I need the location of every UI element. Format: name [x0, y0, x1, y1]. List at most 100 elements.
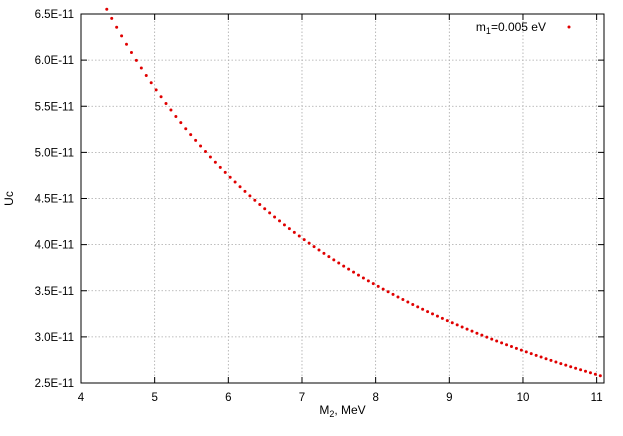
axis-ticks	[80, 13, 604, 384]
data-point	[371, 282, 375, 286]
y-tick-label: 4.5E-11	[35, 194, 74, 206]
data-point	[208, 155, 212, 159]
legend-label-rest: =0.005 eV	[491, 20, 546, 34]
x-tick-label: 6	[225, 392, 231, 404]
data-point	[426, 310, 430, 314]
data-point	[125, 42, 129, 46]
data-point	[268, 211, 272, 215]
x-tick-label: 9	[446, 392, 452, 404]
data-point	[574, 366, 578, 370]
data-point	[233, 180, 237, 184]
data-point	[238, 185, 242, 189]
data-point	[421, 307, 425, 311]
y-tick-label: 4.0E-11	[35, 240, 74, 252]
data-point	[460, 325, 464, 329]
data-point	[549, 358, 553, 362]
x-tick-labels: 4 5 6 7 8 9 10 11	[78, 392, 603, 404]
data-point	[129, 50, 133, 54]
y-tick-label: 3.0E-11	[35, 332, 74, 344]
data-point	[584, 369, 588, 373]
data-point	[475, 331, 479, 335]
data-point	[435, 314, 439, 318]
data-point	[332, 258, 336, 262]
data-point	[337, 261, 341, 265]
data-point	[356, 273, 360, 277]
data-point	[401, 298, 405, 302]
data-point	[199, 144, 203, 148]
data-point	[554, 360, 558, 364]
data-point	[105, 7, 109, 11]
y-tick-label: 6.5E-11	[35, 9, 74, 21]
data-point	[480, 333, 484, 337]
data-point	[120, 34, 124, 38]
data-point	[144, 74, 148, 78]
data-point	[347, 267, 351, 271]
data-point	[495, 339, 499, 343]
data-point	[509, 345, 513, 349]
data-point	[588, 371, 592, 375]
series-points	[105, 7, 602, 378]
data-point	[598, 374, 602, 378]
data-point	[450, 321, 454, 325]
data-point	[544, 357, 548, 361]
data-point	[559, 362, 563, 366]
y-axis-label: Uc	[2, 191, 16, 206]
data-point	[287, 227, 291, 231]
data-point	[253, 198, 257, 202]
data-point	[154, 88, 158, 92]
data-point	[134, 58, 138, 62]
data-point	[445, 319, 449, 323]
legend: m1=0.005 eV	[476, 20, 571, 36]
legend-label-sub: 1	[486, 26, 491, 36]
data-point	[139, 66, 143, 70]
data-point	[361, 276, 365, 280]
data-point	[465, 327, 469, 331]
y-tick-label: 5.5E-11	[35, 101, 74, 113]
data-point	[431, 312, 435, 316]
x-tick-label: 7	[299, 392, 305, 404]
data-point	[524, 350, 528, 354]
data-point	[164, 102, 168, 106]
data-point	[470, 329, 474, 333]
data-point	[386, 290, 390, 294]
data-point	[282, 223, 286, 227]
data-point	[228, 175, 232, 179]
legend-label-main: m	[476, 20, 486, 34]
y-tick-label: 2.5E-11	[35, 378, 74, 390]
x-axis-label: M2, MeV	[319, 403, 365, 419]
data-point	[322, 251, 326, 255]
data-point	[579, 368, 583, 372]
y-tick-labels: 2.5E-11 3.0E-11 3.5E-11 4.0E-11 4.5E-11 5.0E-…	[35, 9, 74, 390]
data-point	[505, 343, 509, 347]
y-tick-label: 6.0E-11	[35, 55, 74, 67]
data-point	[539, 355, 543, 359]
data-point	[110, 16, 114, 20]
data-point	[519, 348, 523, 352]
x-axis-label-sub: 2	[329, 409, 334, 419]
data-point	[115, 25, 119, 29]
data-point	[317, 248, 321, 252]
data-point	[174, 114, 178, 118]
x-tick-label: 11	[591, 392, 603, 404]
data-point	[223, 170, 227, 174]
legend-marker	[567, 25, 571, 29]
data-point	[258, 203, 262, 207]
data-point	[593, 372, 597, 376]
data-point	[184, 127, 188, 131]
data-point	[159, 95, 163, 99]
x-tick-label: 8	[372, 392, 378, 404]
data-point	[529, 352, 533, 356]
data-point	[490, 337, 494, 341]
data-point	[352, 270, 356, 274]
data-point	[312, 245, 316, 249]
data-point	[485, 335, 489, 339]
y-tick-label: 5.0E-11	[35, 147, 74, 159]
data-point	[169, 108, 173, 112]
data-point	[278, 219, 282, 223]
x-axis-label-main: M	[319, 403, 329, 417]
data-point	[327, 255, 331, 259]
data-point	[189, 133, 193, 137]
x-tick-label: 10	[517, 392, 530, 404]
grid	[81, 14, 604, 383]
